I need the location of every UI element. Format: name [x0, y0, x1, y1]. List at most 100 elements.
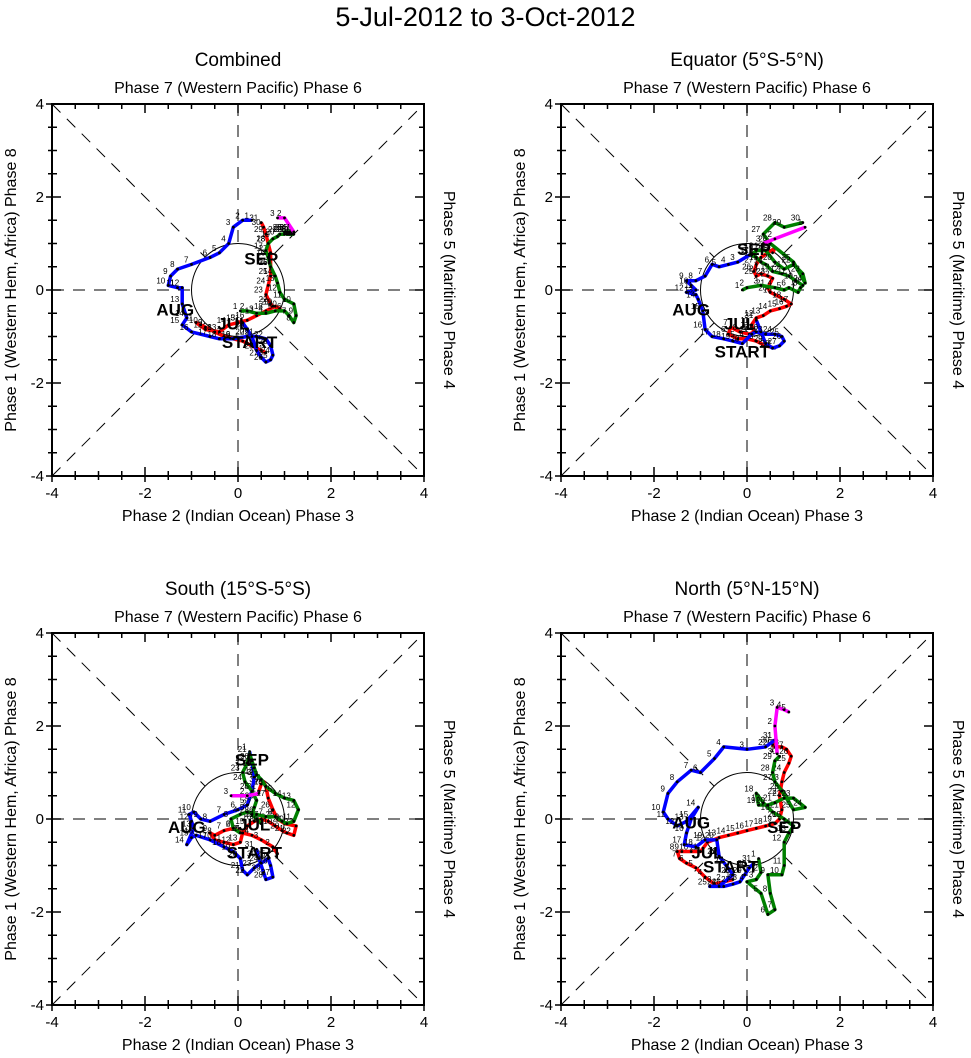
day-label: 17 — [198, 328, 207, 337]
day-label: 15 — [691, 302, 700, 311]
data-point — [782, 267, 786, 271]
month-label-jul: JUL — [691, 844, 723, 863]
data-point — [754, 249, 758, 252]
data-point — [264, 360, 268, 364]
top-axis-label: Phase 7 (Western Pacific) Phase 6 — [114, 609, 362, 626]
data-point — [262, 225, 265, 229]
data-point — [285, 822, 289, 826]
data-point — [775, 706, 779, 709]
day-label: 26 — [259, 258, 268, 267]
day-label: 23 — [791, 265, 800, 274]
data-point — [768, 290, 772, 294]
day-label: 5 — [730, 330, 735, 339]
day-label: 14 — [782, 817, 791, 826]
day-label: 26 — [779, 747, 788, 756]
data-point — [287, 314, 291, 317]
day-label: 3 — [749, 870, 754, 879]
data-point — [292, 799, 296, 802]
day-label: 21 — [238, 745, 247, 754]
day-label: 18 — [207, 330, 216, 339]
data-point — [227, 242, 231, 245]
day-label: 20 — [268, 300, 277, 309]
day-label: 10 — [679, 276, 688, 285]
day-label: 13 — [707, 829, 716, 838]
data-point — [259, 356, 263, 359]
data-point — [264, 785, 268, 788]
day-label: 5 — [240, 803, 245, 812]
day-label: 31 — [245, 840, 254, 849]
data-point — [736, 831, 740, 835]
x-tick-label: 4 — [420, 485, 428, 502]
data-point — [190, 836, 193, 839]
day-label: 7 — [282, 307, 287, 316]
data-point — [269, 302, 272, 306]
data-point — [287, 232, 291, 236]
day-label: 8 — [268, 808, 273, 817]
data-point — [238, 840, 242, 844]
day-label: 6 — [760, 905, 765, 914]
day-label: 5 — [212, 244, 217, 253]
month-label-start: START — [227, 844, 283, 863]
data-point — [180, 302, 184, 306]
day-label: 18 — [254, 302, 263, 311]
day-label: 28 — [254, 777, 263, 786]
data-point — [257, 857, 261, 860]
data-point — [259, 349, 263, 352]
data-point — [773, 332, 777, 336]
day-label: 20 — [240, 752, 249, 761]
x-tick-label: 2 — [836, 1014, 844, 1031]
data-point — [285, 831, 289, 835]
data-point — [780, 789, 784, 793]
data-point — [218, 251, 221, 255]
data-point — [250, 218, 254, 222]
day-label: 2 — [767, 717, 772, 726]
data-point — [752, 270, 756, 273]
data-point — [208, 838, 212, 842]
day-label: 27 — [242, 798, 251, 807]
day-label: 5 — [688, 859, 693, 868]
data-point — [773, 801, 777, 805]
data-point — [283, 216, 286, 220]
day-label: 1 — [258, 344, 263, 353]
day-label: 13 — [266, 274, 275, 283]
day-label: 2 — [716, 873, 721, 882]
day-label: 19 — [221, 843, 230, 852]
data-point — [773, 724, 777, 728]
day-label: 20 — [756, 796, 765, 805]
day-label: 20 — [730, 334, 739, 343]
day-label: 15 — [263, 784, 272, 793]
data-point — [264, 293, 268, 297]
y-tick-label: 4 — [545, 625, 553, 642]
day-label: 20 — [763, 253, 772, 262]
data-point — [764, 342, 767, 345]
data-point — [213, 833, 217, 837]
day-label: 16 — [242, 812, 251, 821]
data-point — [218, 330, 221, 334]
day-label: 22 — [235, 866, 244, 875]
day-label: 25 — [240, 782, 249, 791]
data-point — [740, 288, 744, 292]
day-label: 24 — [249, 854, 258, 863]
data-point — [292, 321, 296, 324]
day-label: 15 — [768, 300, 777, 309]
data-point — [766, 803, 770, 807]
day-label: 1 — [767, 731, 772, 740]
data-point — [754, 878, 758, 881]
day-label: 12 — [221, 836, 230, 845]
day-label: 25 — [266, 810, 275, 819]
data-point — [236, 808, 240, 812]
panel-combined: Combined Phase 7 (Western Pacific) Phase … — [3, 50, 457, 525]
x-tick-label: 4 — [420, 1014, 428, 1031]
day-label: 14 — [686, 798, 695, 807]
day-label: 10 — [282, 295, 291, 304]
data-point — [782, 840, 786, 844]
data-point — [792, 808, 795, 812]
data-point — [759, 871, 763, 874]
day-label: 4 — [740, 873, 745, 882]
day-label: 25 — [782, 801, 791, 810]
data-point — [259, 822, 263, 826]
data-point — [273, 274, 277, 278]
day-label: 1 — [251, 784, 256, 793]
day-label: 16 — [775, 297, 784, 306]
